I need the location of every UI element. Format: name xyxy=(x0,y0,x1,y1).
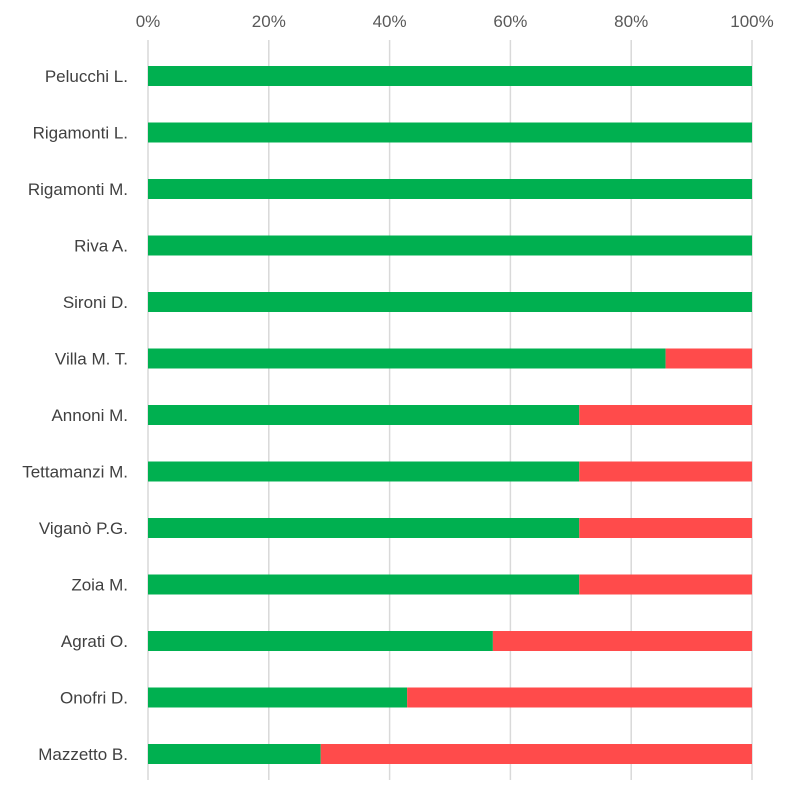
bar-segment-green xyxy=(148,687,408,708)
bar-segment-red xyxy=(579,574,752,595)
category-label: Rigamonti M. xyxy=(28,180,128,199)
bar-segment-green xyxy=(148,179,752,199)
x-tick-label: 100% xyxy=(730,12,773,31)
bar-segment-green xyxy=(148,461,580,482)
category-label: Onofri D. xyxy=(60,689,128,708)
category-label: Viganò P.G. xyxy=(39,519,128,538)
category-labels: Pelucchi L. Rigamonti L. Rigamonti M. Riva … xyxy=(22,67,128,764)
bar-segment-red xyxy=(492,631,752,651)
x-tick-label: 20% xyxy=(252,12,286,31)
bar-segment-green xyxy=(148,574,580,595)
bar-segment-red xyxy=(407,687,752,708)
bar-segment-red xyxy=(579,461,752,482)
bar-segment-green xyxy=(148,631,493,651)
x-tick-label: 60% xyxy=(493,12,527,31)
x-tick-label: 80% xyxy=(614,12,648,31)
bar-segment-green xyxy=(148,66,752,86)
bar-segment-green xyxy=(148,235,752,256)
category-label: Mazzetto B. xyxy=(38,745,128,764)
category-label: Agrati O. xyxy=(61,632,128,651)
bar-segment-green xyxy=(148,405,580,425)
bar-segment-green xyxy=(148,518,580,538)
category-label: Annoni M. xyxy=(51,406,128,425)
category-label: Riva A. xyxy=(74,237,128,256)
bar-segment-green xyxy=(148,122,752,143)
bars xyxy=(148,66,752,764)
category-label: Rigamonti L. xyxy=(33,124,128,143)
bar-segment-red xyxy=(665,348,752,369)
bar-segment-green xyxy=(148,348,666,369)
category-label: Villa M. T. xyxy=(55,350,128,369)
bar-segment-red xyxy=(579,518,752,538)
bar-segment-red xyxy=(320,744,752,764)
bar-segment-green xyxy=(148,744,321,764)
bar-segment-green xyxy=(148,292,752,312)
x-tick-label: 0% xyxy=(136,12,161,31)
x-tick-label: 40% xyxy=(373,12,407,31)
x-axis-tick-labels: 0% 20% 40% 60% 80% 100% xyxy=(136,12,774,31)
bar-segment-red xyxy=(579,405,752,425)
category-label: Zoia M. xyxy=(71,576,128,595)
category-label: Sironi D. xyxy=(63,293,128,312)
category-label: Pelucchi L. xyxy=(45,67,128,86)
category-label: Tettamanzi M. xyxy=(22,463,128,482)
